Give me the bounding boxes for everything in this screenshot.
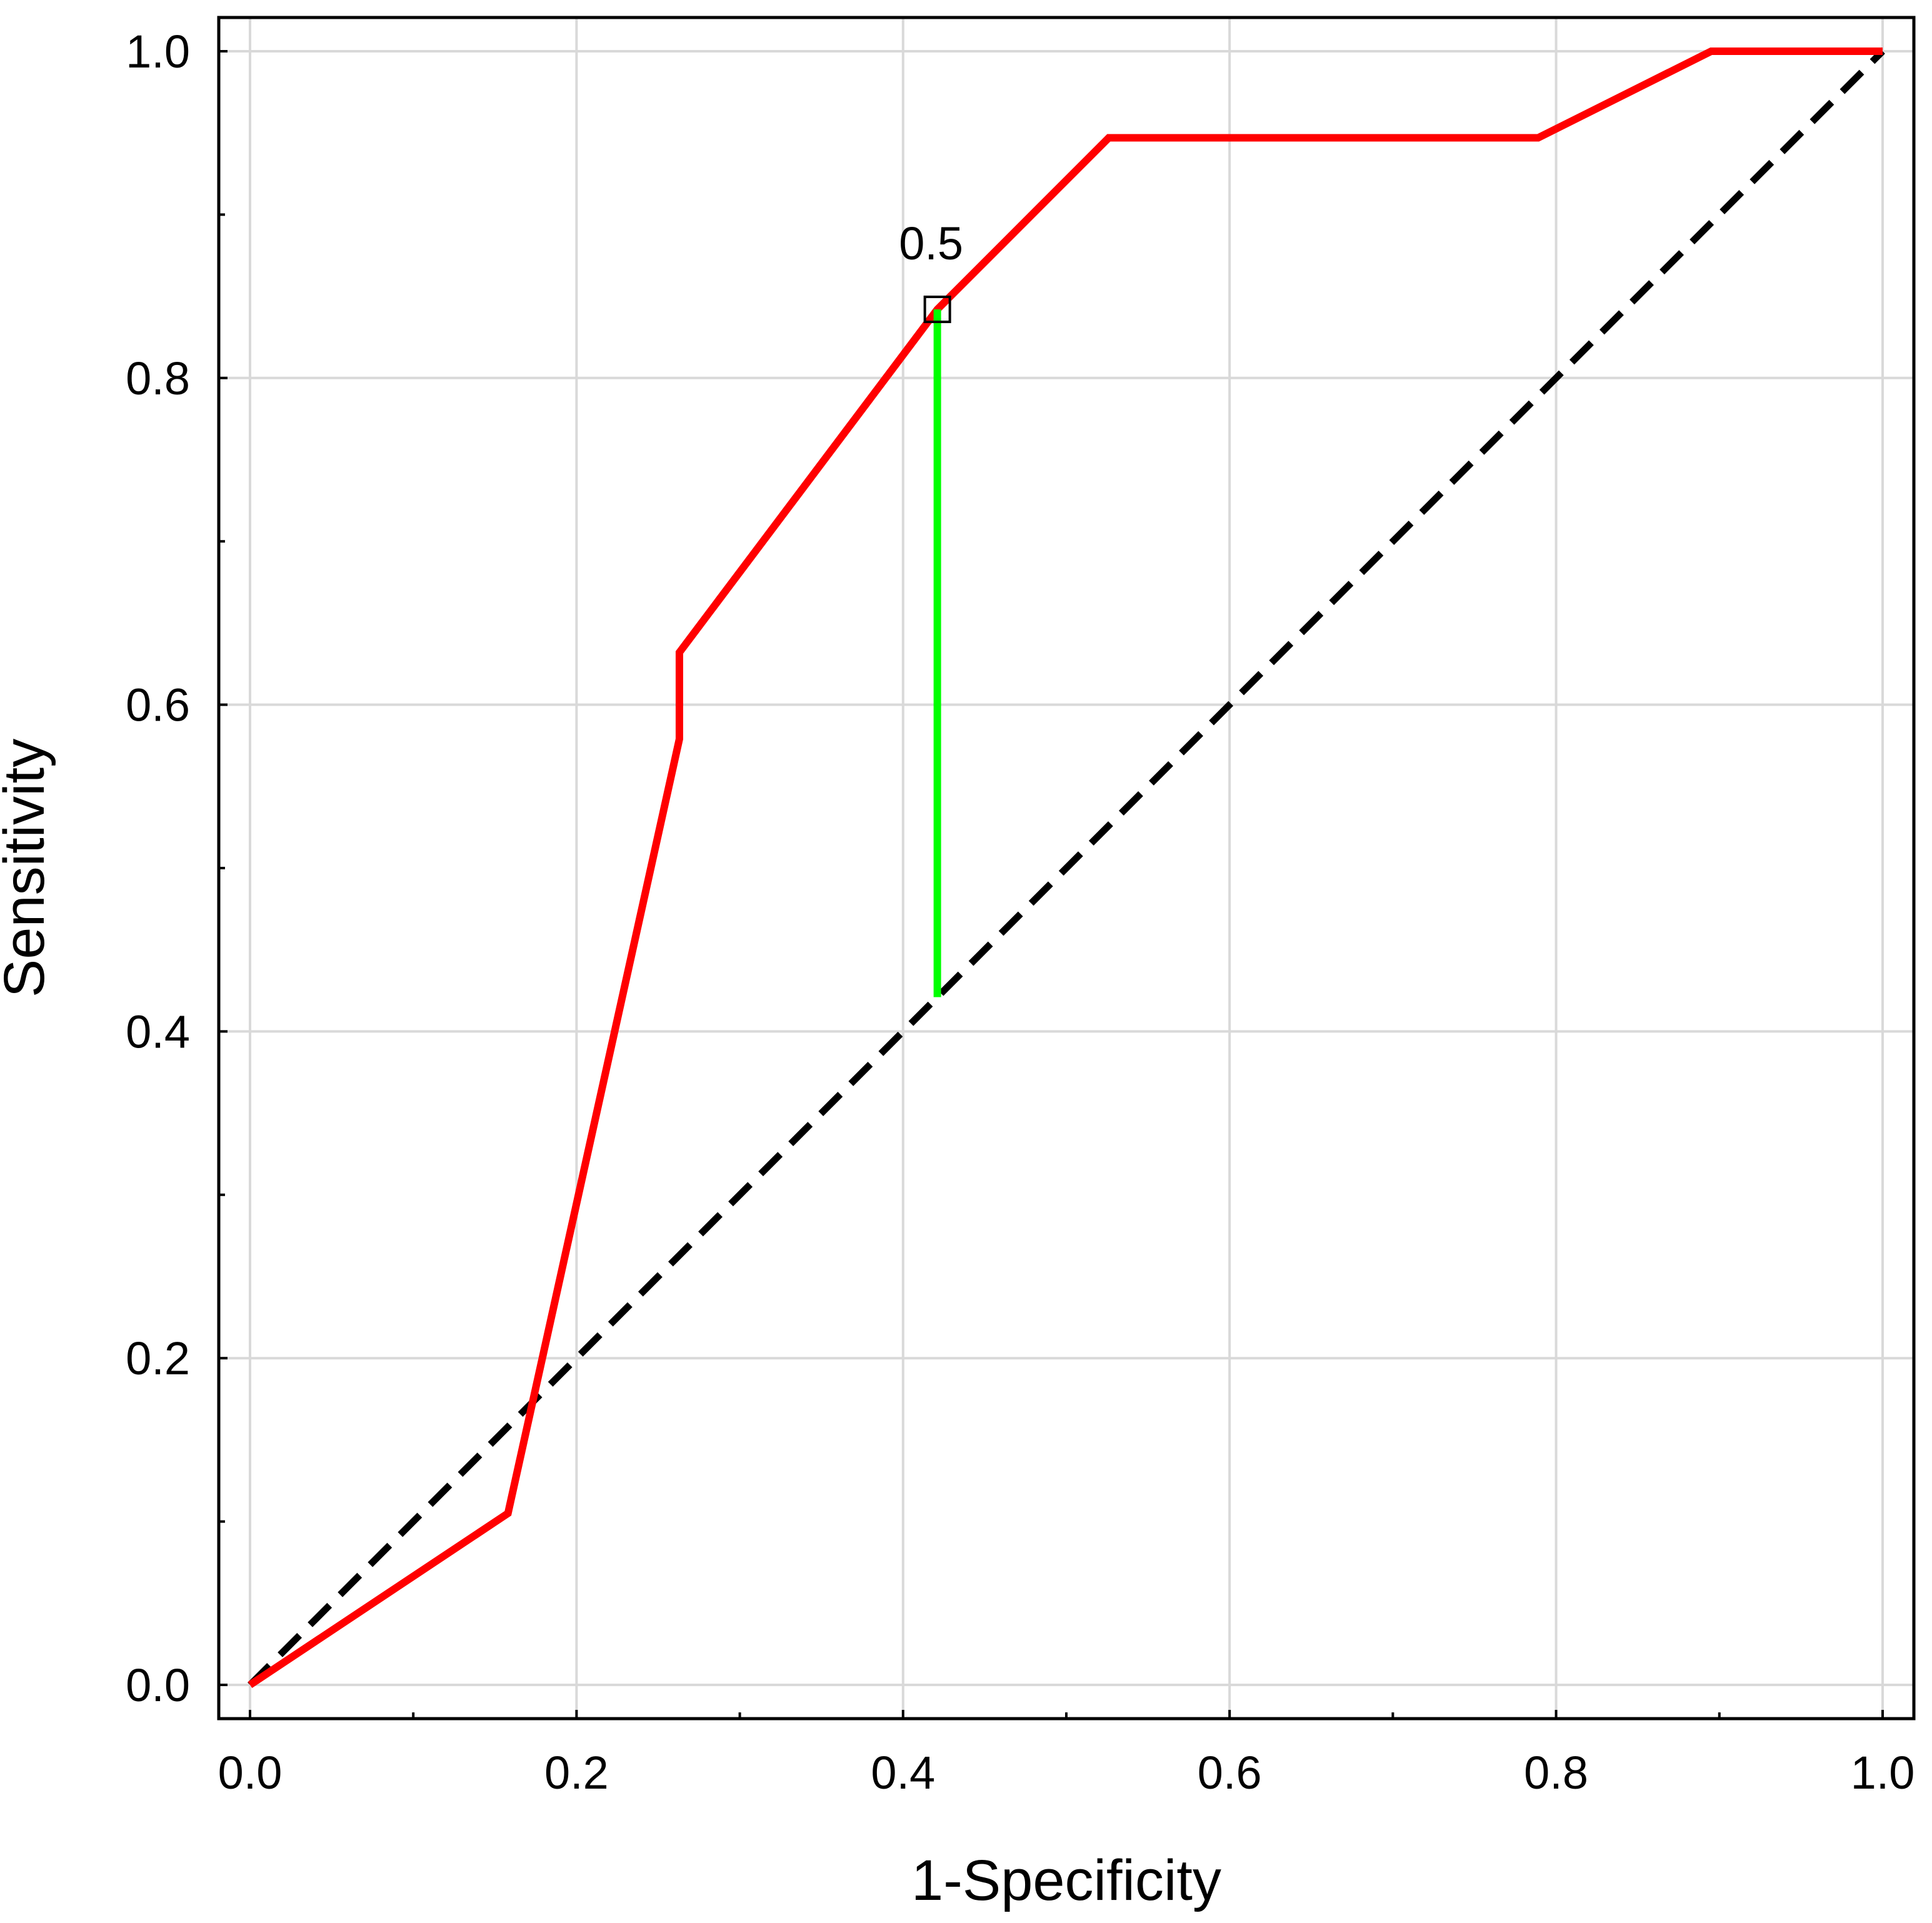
y-tick-labels: 0.0 0.2 0.4 0.6 0.8 1.0 bbox=[126, 26, 190, 1711]
y-tick-label: 0.6 bbox=[126, 679, 190, 731]
cutoff-label: 0.5 bbox=[899, 217, 963, 269]
y-tick-label: 0.2 bbox=[126, 1332, 190, 1384]
y-tick-label: 0.8 bbox=[126, 352, 190, 404]
grid-lines bbox=[219, 17, 1914, 1719]
x-tick-label: 1.0 bbox=[1851, 1747, 1915, 1799]
reference-diagonal-line bbox=[248, 49, 1885, 1687]
y-tick-label: 0.4 bbox=[126, 1006, 190, 1057]
x-axis-title: 1-Specificity bbox=[911, 1849, 1221, 1912]
series-layer bbox=[248, 47, 1885, 1688]
x-tick-label: 0.4 bbox=[871, 1747, 935, 1799]
x-tick-labels: 0.0 0.2 0.4 0.6 0.8 1.0 bbox=[218, 1747, 1915, 1799]
x-tick-label: 0.2 bbox=[544, 1747, 609, 1799]
y-tick-label: 1.0 bbox=[126, 26, 190, 77]
plot-frame bbox=[217, 16, 1916, 1721]
x-tick-label: 0.0 bbox=[218, 1747, 283, 1799]
x-tick-label: 0.6 bbox=[1198, 1747, 1262, 1799]
y-tick-label: 0.0 bbox=[126, 1659, 190, 1711]
cutoff-marker bbox=[923, 296, 951, 324]
x-tick-label: 0.8 bbox=[1524, 1747, 1588, 1799]
y-axis-title: Sensitivity bbox=[0, 739, 56, 997]
annotations-layer: 0.5 bbox=[899, 217, 963, 997]
minor-ticks bbox=[219, 50, 1884, 1719]
